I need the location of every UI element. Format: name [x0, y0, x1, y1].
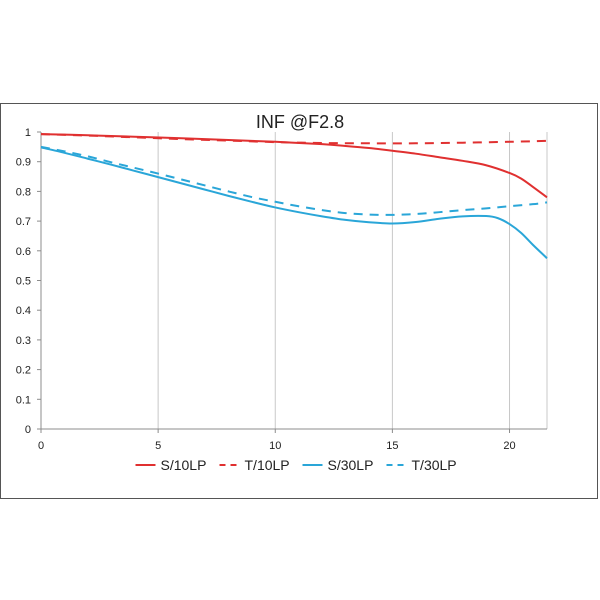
legend-item: S/30LP	[302, 457, 374, 473]
legend-item: T/10LP	[219, 457, 290, 473]
y-tick-label: 0.7	[16, 216, 31, 228]
y-tick-label: 0.4	[16, 305, 31, 317]
chart-svg: INF @F2.8 00.10.20.30.40.50.60.70.80.910…	[16, 112, 548, 473]
x-tick-label: 20	[503, 440, 515, 452]
legend-label: S/30LP	[328, 457, 374, 473]
series-line-s-30lp	[40, 146, 548, 259]
y-tick-label: 0.1	[16, 394, 31, 406]
legend-item: S/10LP	[135, 457, 207, 473]
y-tick-label: 0	[25, 424, 31, 436]
x-tick-label: 10	[269, 440, 281, 452]
x-tick-label: 0	[38, 440, 44, 452]
x-tick-label: 5	[155, 440, 161, 452]
y-tick-label: 0.6	[16, 246, 31, 258]
y-tick-label: 0.8	[16, 186, 31, 198]
legend-label: S/10LP	[161, 457, 207, 473]
grid-layer	[157, 132, 548, 429]
legend-label: T/30LP	[412, 457, 457, 473]
y-tick-label: 0.5	[16, 276, 31, 288]
series-layer	[40, 133, 548, 259]
y-tick-label: 1	[25, 127, 31, 139]
y-tick-label: 0.3	[16, 335, 31, 347]
chart-frame: INF @F2.8 0 0.1 0.2 0.3 0.4 0.5 0.6 0.7 0.8 0.9 1 0…	[0, 103, 598, 499]
y-tick-label: 0.2	[16, 365, 31, 377]
series-line-t-30lp	[40, 145, 548, 216]
legend: S/10LP T/10LP S/30LP T/30LP	[135, 457, 457, 473]
axis-layer: 00.10.20.30.40.50.60.70.80.910 5 10 15 20	[16, 127, 547, 452]
series-line-t-10lp	[40, 133, 548, 145]
x-tick-label: 15	[386, 440, 398, 452]
legend-label: T/10LP	[245, 457, 290, 473]
legend-item: T/30LP	[386, 457, 457, 473]
y-tick-label: 0.9	[16, 157, 31, 169]
chart-title: INF @F2.8	[256, 112, 344, 132]
